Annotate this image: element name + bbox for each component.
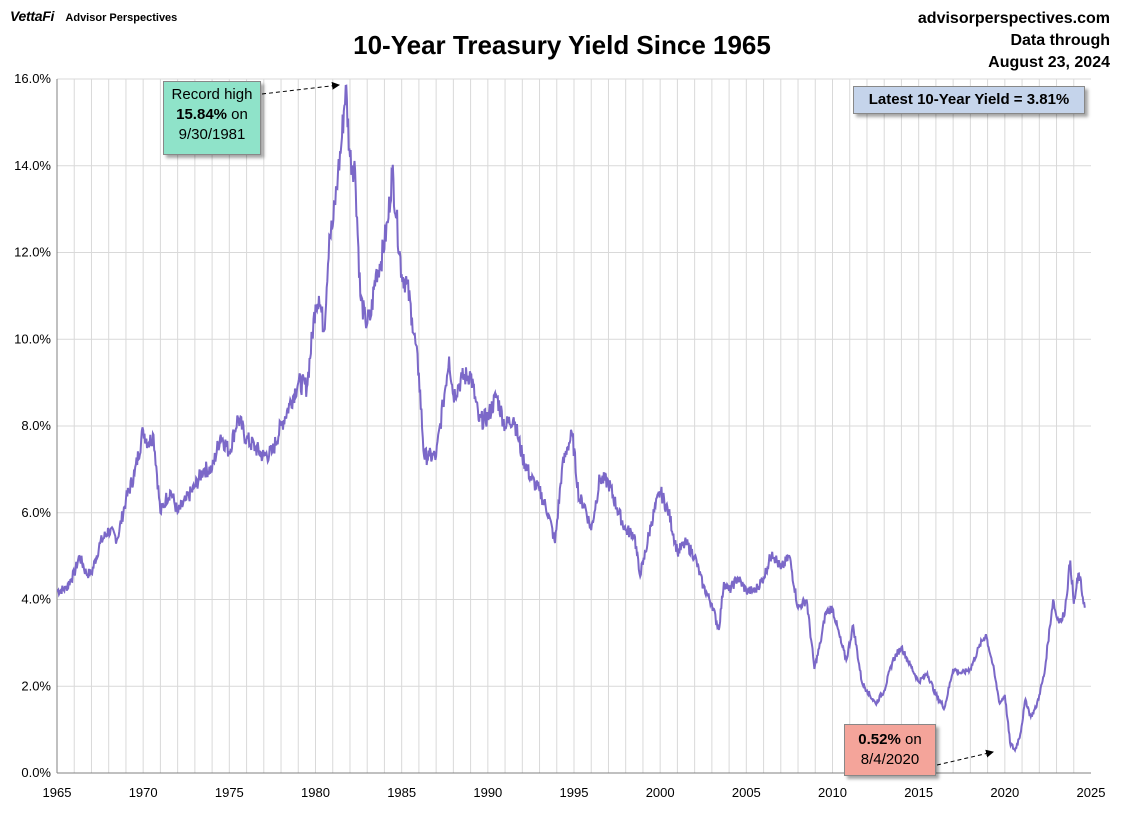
vettafi-logo: VettaFi — [10, 8, 55, 24]
x-tick-label: 2005 — [732, 785, 761, 800]
record-low-value: 0.52% — [858, 731, 901, 748]
x-tick-label: 1980 — [301, 785, 330, 800]
record-low-arrow — [936, 749, 994, 766]
x-tick-label: 1975 — [215, 785, 244, 800]
chart-title: 10-Year Treasury Yield Since 1965 — [353, 30, 771, 60]
latest-yield-badge: Latest 10-Year Yield = 3.81% — [853, 86, 1085, 114]
y-tick-label: 2.0% — [21, 678, 51, 693]
x-tick-label: 1985 — [387, 785, 416, 800]
x-tick-label: 2025 — [1077, 785, 1106, 800]
data-through-date: August 23, 2024 — [988, 54, 1110, 71]
record-low-date: 8/4/2020 — [860, 751, 920, 768]
data-through-label: Data through — [1010, 32, 1110, 49]
record-high-date: 9/30/1981 — [178, 126, 246, 143]
advisor-perspectives-label: Advisor Perspectives — [65, 12, 178, 24]
y-tick-label: 16.0% — [14, 71, 51, 86]
grid-lines — [57, 78, 1091, 774]
y-tick-label: 4.0% — [21, 592, 51, 607]
yield-series-line — [56, 84, 1086, 754]
brand-header: VettaFi Advisor Perspectives — [10, 8, 177, 24]
y-tick-label: 14.0% — [14, 158, 51, 173]
tick-labels: 0.0% 2.0% 4.0% 6.0% 8.0% 10.0% 12.0% 14.0% 16.0%… — [14, 71, 1105, 800]
annotation-arrows — [261, 81, 994, 766]
x-tick-label: 1965 — [43, 785, 72, 800]
record-high-annotation: Record high 15.84% on 9/30/1981 — [163, 81, 261, 155]
x-tick-label: 2000 — [646, 785, 675, 800]
record-high-arrow — [261, 81, 340, 95]
y-tick-label: 12.0% — [14, 245, 51, 260]
x-tick-label: 2015 — [904, 785, 933, 800]
x-tick-label: 1970 — [129, 785, 158, 800]
x-tick-label: 2010 — [818, 785, 847, 800]
record-high-value: 15.84% — [176, 106, 227, 123]
x-tick-label: 1990 — [473, 785, 502, 800]
y-tick-label: 0.0% — [21, 765, 51, 780]
record-high-value-line: 15.84% on — [164, 105, 260, 125]
y-tick-label: 6.0% — [21, 505, 51, 520]
record-high-on: on — [227, 106, 248, 123]
record-low-annotation: 0.52% on 8/4/2020 — [844, 724, 936, 776]
x-tick-label: 1995 — [560, 785, 589, 800]
record-low-on: on — [900, 731, 922, 748]
record-low-value-line: 0.52% on — [845, 730, 935, 750]
record-high-label: Record high — [171, 86, 253, 103]
source-info: advisorperspectives.com Data through Aug… — [918, 8, 1110, 74]
y-tick-label: 8.0% — [21, 418, 51, 433]
x-tick-label: 2020 — [990, 785, 1019, 800]
site-url: advisorperspectives.com — [917, 10, 1110, 27]
y-tick-label: 10.0% — [14, 331, 51, 346]
